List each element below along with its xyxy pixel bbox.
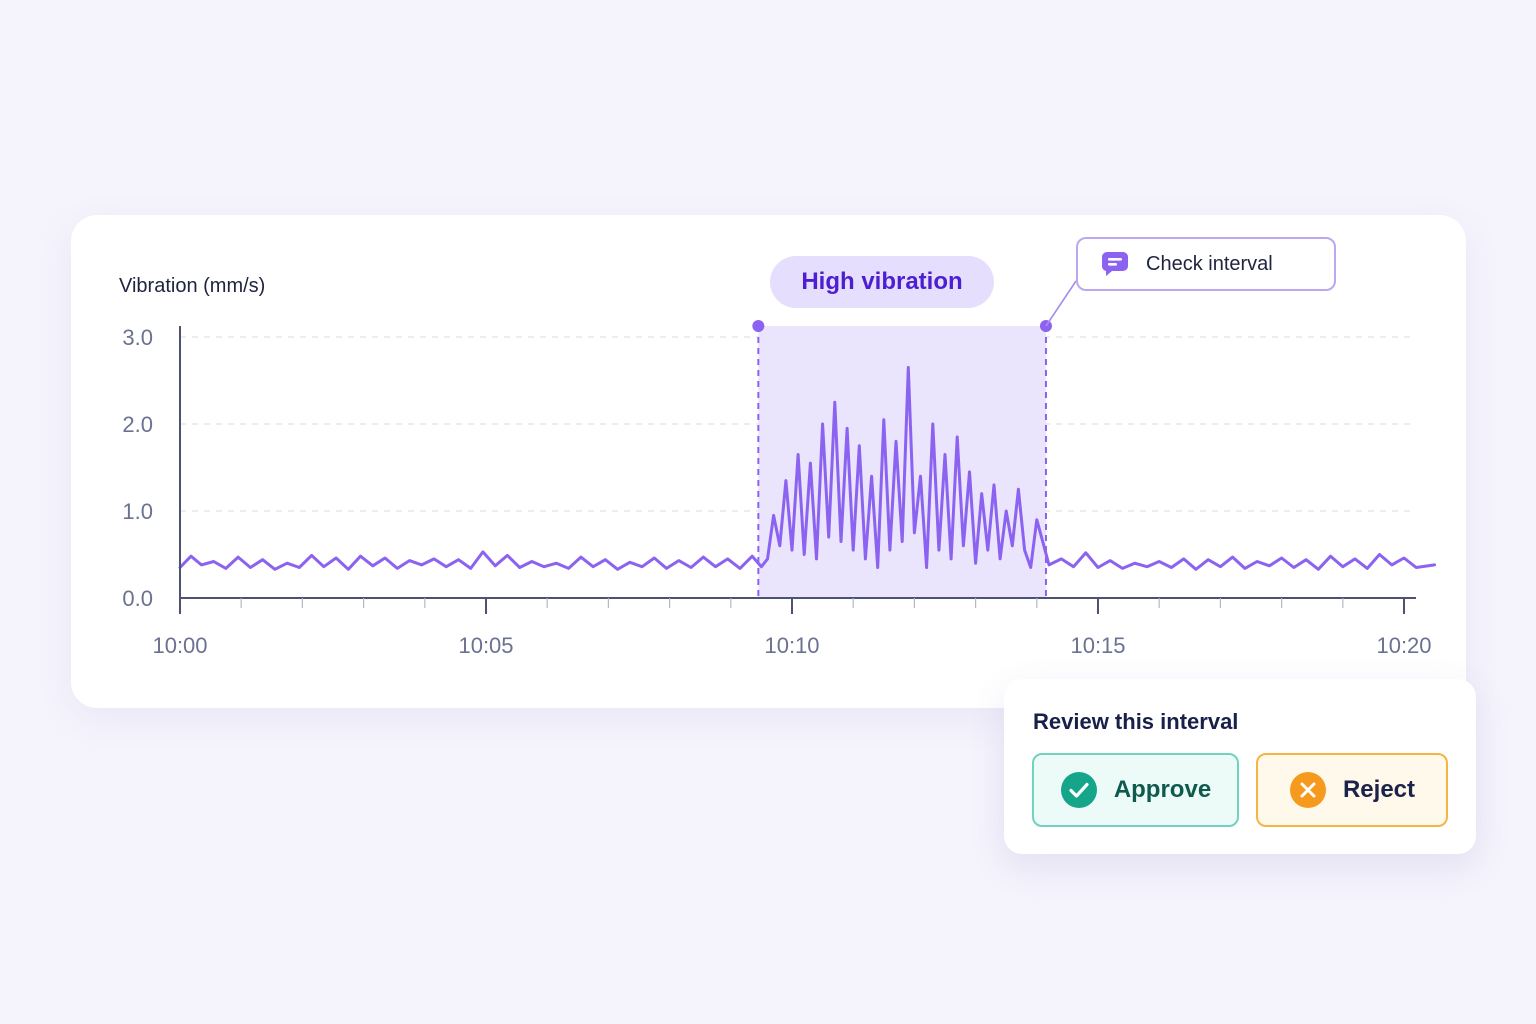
reject-button[interactable]: Reject [1256, 753, 1448, 827]
x-tick-label: 10:20 [1376, 633, 1431, 658]
high-vibration-label: High vibration [801, 268, 963, 295]
x-tick-label: 10:15 [1070, 633, 1125, 658]
y-tick-label: 2.0 [122, 412, 153, 437]
y-tick-label: 1.0 [122, 499, 153, 524]
y-tick-label: 0.0 [122, 586, 153, 611]
x-circle-icon [1289, 772, 1326, 808]
high-vibration-tag: High vibration [770, 256, 994, 308]
check-circle-icon [1060, 772, 1097, 808]
y-tick-label: 3.0 [122, 325, 153, 350]
check-interval-label: Check interval [1146, 252, 1273, 275]
highlight-start-handle [752, 320, 765, 332]
x-tick-label: 10:05 [458, 633, 513, 658]
vibration-series-line [178, 366, 1437, 571]
reject-label: Reject [1342, 776, 1416, 803]
review-card: Review this interval Approve Reject [1004, 679, 1476, 854]
review-title: Review this interval [1033, 709, 1239, 734]
x-tick-label: 10:00 [152, 633, 207, 658]
y-axis-label: Vibration (mm/s) [119, 275, 265, 297]
x-tick-label: 10:10 [764, 633, 819, 658]
approve-label: Approve [1113, 776, 1212, 803]
approve-button[interactable]: Approve [1032, 753, 1239, 827]
callout-connector [1045, 280, 1077, 327]
chat-bubble-icon [1101, 252, 1128, 276]
check-interval-callout[interactable]: Check interval [1076, 237, 1336, 291]
highlight-band [758, 326, 1046, 598]
